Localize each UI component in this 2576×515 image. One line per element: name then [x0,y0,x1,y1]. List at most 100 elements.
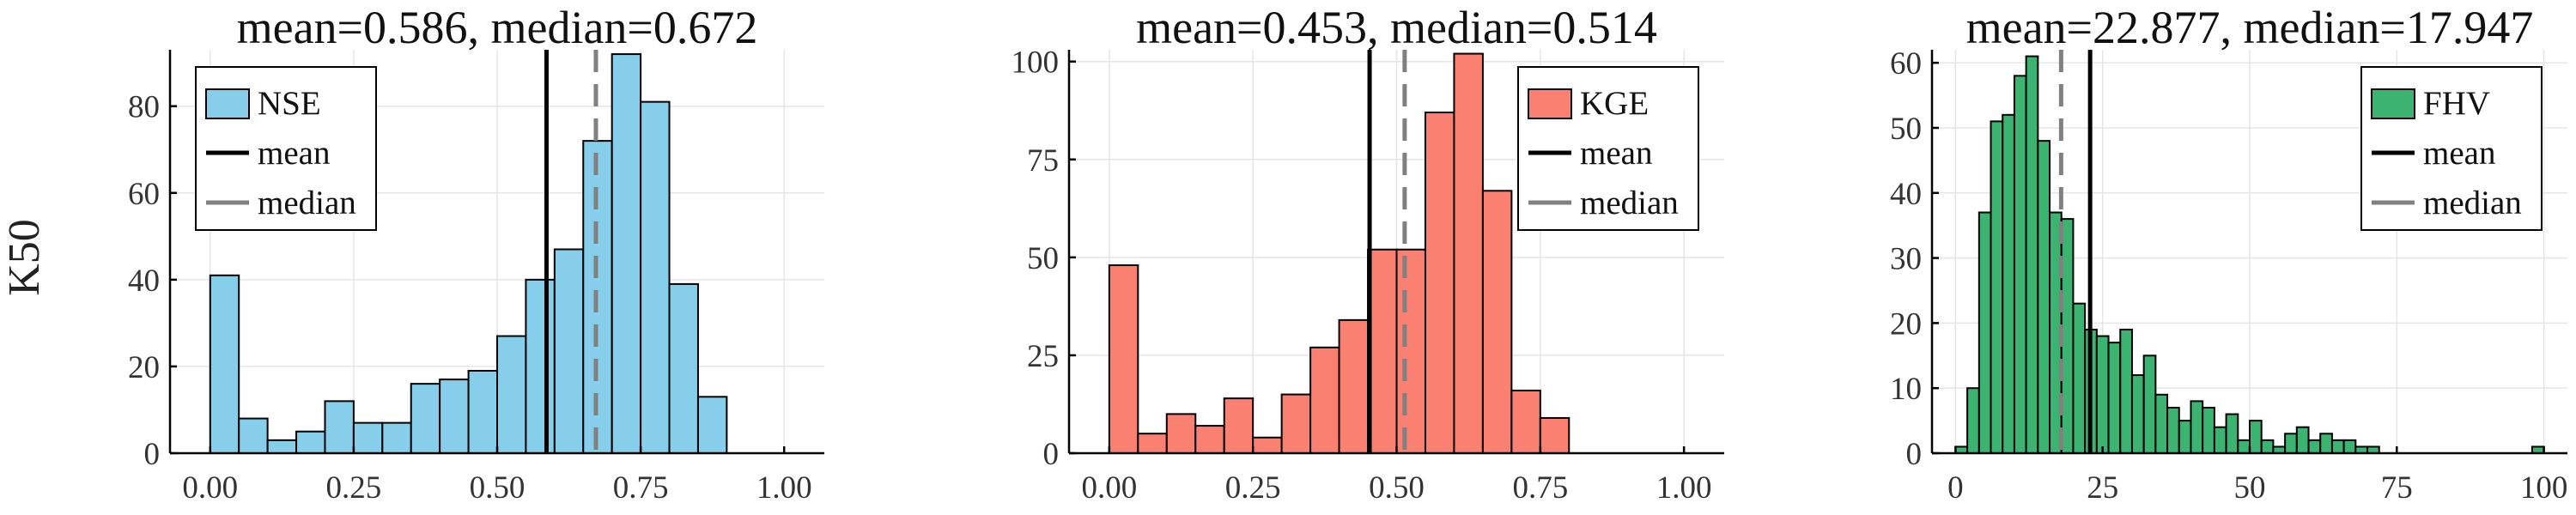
legend-label: mean [1580,135,1652,172]
histogram-bar [2107,342,2122,454]
histogram-bar [1165,413,1197,454]
histogram-bar [2295,426,2310,455]
legend: NSE mean median [195,66,377,231]
histogram-bar [1194,425,1225,455]
legend-label: median [2423,185,2522,221]
y-tick-label: 0 [1906,437,1923,472]
chart-title: mean=0.453, median=0.514 [1136,2,1657,53]
y-tick-label: 40 [1890,177,1922,212]
legend-label: mean [258,135,330,172]
histogram-bar [640,100,671,454]
histogram-bar [553,248,585,454]
histogram-bar [410,383,441,454]
y-tick-label: 50 [1890,112,1922,147]
histogram-bar [2142,354,2157,454]
legend: KGE mean median [1517,66,1699,231]
y-tick-label: 0 [144,437,161,472]
histogram-bar [2213,426,2227,455]
y-tick-label: 50 [1027,241,1059,276]
histogram-bar [1424,112,1455,454]
legend-label: KGE [1580,85,1649,122]
histogram-bar [1252,436,1283,454]
histogram-bar [295,430,326,454]
y-axis-label: K50 [0,219,49,296]
histogram-bar [1395,248,1426,454]
histogram-bar [1137,433,1168,455]
y-tick-label: 10 [1890,372,1922,407]
histogram-bar [1338,318,1370,454]
x-tick-label: 0.25 [1225,470,1281,506]
histogram-bar [1966,387,1980,454]
histogram-bar [1990,120,2004,455]
histogram-bar [1108,264,1139,455]
legend-label: NSE [258,85,321,122]
histogram-bar [2249,420,2263,454]
chart-panel-fhv: 0 25 50 75 100 0 10 20 30 40 50 60 mean=22.877, medi… [1890,2,2567,506]
x-tick-label: 0.50 [1369,470,1425,506]
histogram-bar [2307,439,2322,454]
x-tick-label: 0.75 [613,470,669,506]
histogram-bar [496,335,527,455]
legend-label: mean [2423,135,2495,172]
y-tick-label: 100 [1012,45,1060,81]
histogram-bar [2013,75,2027,455]
histogram-bar [2072,302,2087,455]
histogram-bar [1367,248,1398,454]
y-tick-label: 75 [1027,143,1059,179]
y-tick-label: 40 [128,264,160,299]
histogram-bar [2342,439,2357,454]
legend: FHV mean median [2360,66,2543,231]
legend-swatch-kge [1528,88,1572,119]
legend-label: median [1580,185,1679,221]
histogram-bar [2260,439,2275,454]
histogram-bar [2190,400,2204,454]
y-tick-label: 25 [1027,339,1059,374]
histogram-bar [525,278,556,454]
histogram-bar [696,396,728,455]
histogram-bar [1481,190,1513,454]
histogram-bar [2130,374,2145,454]
histogram-bar [352,421,384,454]
x-tick-label: 0.50 [470,470,526,506]
x-tick-label: 1.00 [1656,470,1712,506]
y-tick-label: 20 [1890,306,1922,342]
histogram-bar [1539,416,1571,454]
y-tick-label: 80 [128,90,160,125]
histogram-bar [2202,406,2215,455]
legend-swatch-fhv [2371,88,2415,119]
histogram-bar [467,369,498,454]
histogram-bar [2002,113,2015,454]
histogram-bar [2119,328,2133,454]
histogram-bar [2330,439,2345,454]
legend-swatch-nse [205,88,250,119]
histogram-bar [2225,413,2239,455]
histogram-bar [266,439,298,454]
legend-label: FHV [2423,85,2490,122]
histogram-bar [1510,389,1541,455]
x-tick-label: 1.00 [756,470,812,506]
x-tick-label: 100 [2520,470,2568,506]
histogram-bar [2166,406,2180,455]
histogram-bar [2284,433,2298,454]
chart-panel-kge: 0.00 0.25 0.50 0.75 1.00 0 25 50 75 100 mean=0.453… [1012,2,1724,506]
histogram-bar [238,417,269,454]
chart-title: mean=22.877, median=17.947 [1966,2,2534,53]
histogram-bar [2319,433,2333,454]
histogram-bar [324,400,355,454]
chart-panel-nse: 0.00 0.25 0.50 0.75 1.00 0 20 40 60 80 mean=0.586,… [128,2,824,506]
histogram-bar [2178,420,2192,454]
histogram-bar [381,421,412,454]
y-tick-label: 60 [128,177,160,212]
histogram-bar [668,282,699,454]
x-tick-label: 0 [1947,470,1964,506]
x-tick-label: 0.00 [1081,470,1137,506]
x-tick-label: 0.75 [1512,470,1568,506]
chart-title: mean=0.586, median=0.672 [237,2,758,53]
x-tick-label: 25 [2087,470,2118,506]
legend-label: median [258,185,356,221]
histogram-bar [1280,393,1312,455]
histogram-bar [1223,397,1255,455]
y-tick-label: 20 [128,350,160,385]
histogram-bar [1309,346,1340,454]
